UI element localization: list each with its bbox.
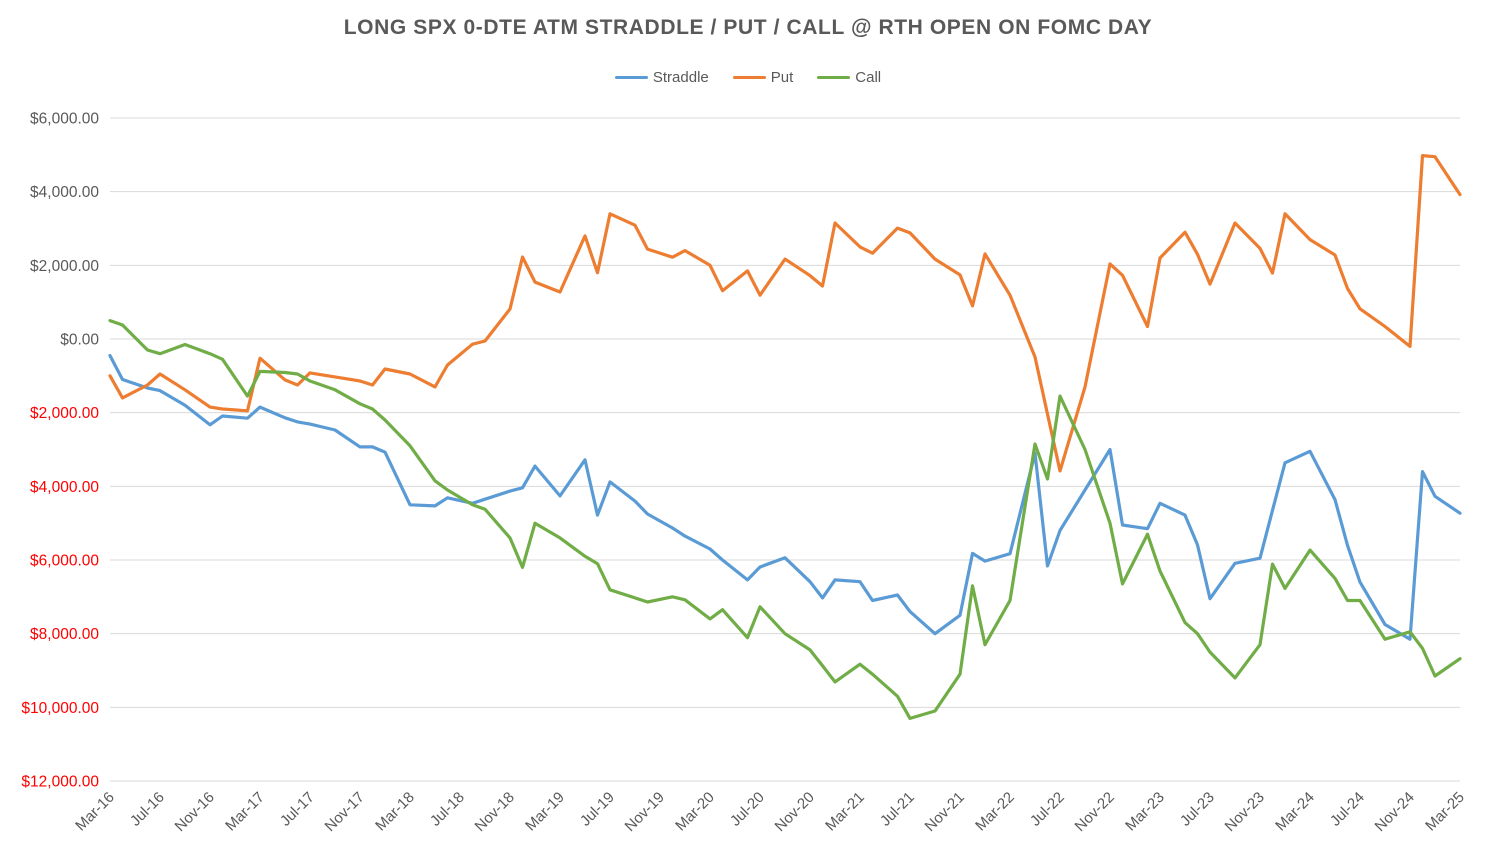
chart-legend: Straddle Put Call (0, 69, 1496, 86)
x-axis-tick-text: Jul-24 (1327, 789, 1368, 830)
legend-label-straddle: Straddle (652, 69, 709, 86)
x-axis-tick-text: Mar-18 (372, 789, 418, 835)
x-axis-tick-text: Jul-20 (727, 789, 768, 830)
x-axis-tick-label: Jul-17 (277, 789, 318, 830)
y-axis-tick-label: $4,000.00 (30, 479, 99, 496)
x-axis-tick-text: Nov-22 (1072, 789, 1118, 835)
call-line-swatch-icon (817, 75, 851, 80)
x-axis-tick-text: Mar-19 (522, 789, 568, 835)
y-axis-tick-label: $4,000.00 (30, 184, 99, 201)
x-axis-tick-text: Nov-24 (1372, 789, 1418, 835)
x-axis-tick-label: Jul-24 (1327, 789, 1368, 830)
x-axis-tick-label: Mar-25 (1422, 789, 1468, 835)
x-axis-tick-label: Jul-19 (577, 789, 618, 830)
x-axis-tick-label: Nov-16 (172, 789, 218, 835)
x-axis-tick-label: Mar-16 (72, 789, 118, 835)
x-axis-tick-label: Nov-19 (622, 789, 668, 835)
x-axis-tick-text: Jul-17 (277, 789, 318, 830)
x-axis-tick-label: Nov-24 (1372, 789, 1418, 835)
x-axis-tick-text: Mar-17 (222, 789, 268, 835)
x-axis-tick-text: Mar-24 (1272, 789, 1318, 835)
x-axis-tick-label: Mar-21 (822, 789, 868, 835)
x-axis-tick-label: Mar-20 (672, 789, 718, 835)
x-axis-tick-text: Mar-23 (1122, 789, 1168, 835)
x-axis-tick-text: Nov-18 (472, 789, 518, 835)
x-axis-tick-text: Nov-16 (172, 789, 218, 835)
x-axis-tick-label: Jul-16 (127, 789, 168, 830)
x-axis-tick-label: Mar-18 (372, 789, 418, 835)
legend-item-put[interactable]: Put (732, 69, 794, 86)
x-axis-tick-label: Nov-21 (922, 789, 968, 835)
x-axis-tick-label: Mar-24 (1272, 789, 1318, 835)
x-axis-tick-text: Nov-17 (322, 789, 368, 835)
x-axis-tick-text: Jul-19 (577, 789, 618, 830)
series-put-line (108, 154, 1462, 473)
x-axis-tick-label: Jul-18 (427, 789, 468, 830)
put-line-swatch-icon (732, 75, 766, 80)
x-axis-tick-text: Jul-21 (877, 789, 918, 830)
x-axis-tick-label: Jul-22 (1027, 789, 1068, 830)
x-axis-tick-text: Mar-20 (672, 789, 718, 835)
legend-label-put: Put (770, 69, 794, 86)
x-axis-tick-text: Mar-22 (972, 789, 1018, 835)
x-axis-tick-text: Mar-21 (822, 789, 868, 835)
y-axis-tick-label: $2,000.00 (30, 258, 99, 275)
y-axis-tick-label: $0.00 (60, 332, 99, 349)
x-axis-tick-text: Nov-21 (922, 789, 968, 835)
x-axis-tick-label: Mar-17 (222, 789, 268, 835)
chart-title: LONG SPX 0-DTE ATM STRADDLE / PUT / CALL… (343, 16, 1153, 39)
y-axis-tick-label: $12,000.00 (21, 774, 99, 791)
y-axis-tick-label: $6,000.00 (30, 111, 99, 128)
x-axis-tick-text: Jul-23 (1177, 789, 1218, 830)
series-straddle-line (108, 354, 1462, 641)
x-axis-tick-label: Nov-22 (1072, 789, 1118, 835)
x-axis-tick-label: Jul-21 (877, 789, 918, 830)
x-axis-tick-text: Mar-16 (72, 789, 118, 835)
y-axis-tick-label: $6,000.00 (30, 553, 99, 570)
x-axis-tick-text: Nov-20 (772, 789, 818, 835)
x-axis-tick-text: Jul-22 (1027, 789, 1068, 830)
y-axis-tick-label: $10,000.00 (21, 700, 99, 717)
x-axis-tick-label: Nov-23 (1222, 789, 1268, 835)
x-axis-tick-text: Jul-16 (127, 789, 168, 830)
series-call-line (108, 319, 1462, 721)
legend-label-call: Call (855, 69, 882, 86)
x-axis-tick-text: Nov-23 (1222, 789, 1268, 835)
x-axis-tick-label: Mar-23 (1122, 789, 1168, 835)
x-axis-tick-label: Jul-23 (1177, 789, 1218, 830)
y-axis-tick-label: $2,000.00 (30, 405, 99, 422)
x-axis-tick-label: Nov-20 (772, 789, 818, 835)
y-axis-tick-label: $8,000.00 (30, 626, 99, 643)
straddle-line-swatch-icon (614, 75, 648, 80)
x-axis-tick-text: Nov-19 (622, 789, 668, 835)
x-axis-tick-label: Mar-19 (522, 789, 568, 835)
x-axis-tick-text: Mar-25 (1422, 789, 1468, 835)
legend-item-call[interactable]: Call (817, 69, 881, 86)
x-axis-tick-label: Nov-17 (322, 789, 368, 835)
x-axis-tick-label: Nov-18 (472, 789, 518, 835)
legend-item-straddle[interactable]: Straddle (614, 69, 709, 86)
x-axis-tick-label: Mar-22 (972, 789, 1018, 835)
x-axis-tick-text: Jul-18 (427, 789, 468, 830)
x-axis-tick-label: Jul-20 (727, 789, 768, 830)
